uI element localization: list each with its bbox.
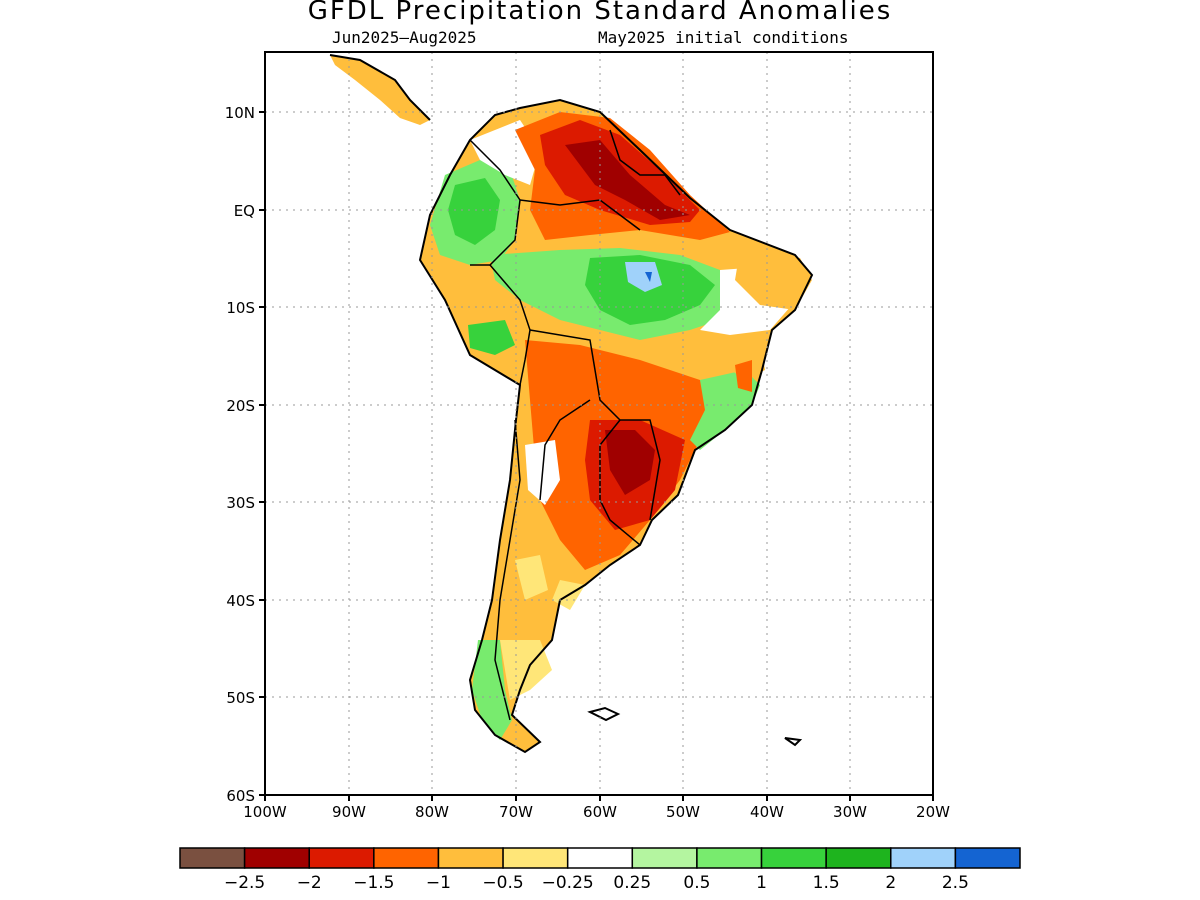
- lon-label: 20W: [916, 803, 950, 821]
- legend-label: −2.5: [224, 873, 265, 893]
- lat-label: 50S: [226, 689, 255, 707]
- lon-label: 30W: [833, 803, 867, 821]
- lat-label: 40S: [226, 592, 255, 610]
- legend-swatch: [954, 847, 1021, 869]
- legend-label: 1: [756, 873, 767, 893]
- lat-label: 20S: [226, 397, 255, 415]
- legend-label: 0.25: [613, 873, 651, 893]
- lat-label: 60S: [226, 787, 255, 805]
- legend-swatch: [308, 847, 375, 869]
- green-region-east-coast: [690, 370, 760, 450]
- legend-label: −2: [297, 873, 322, 893]
- legend-swatch: [760, 847, 827, 869]
- lon-label: 50W: [666, 803, 700, 821]
- legend-swatch: [502, 847, 569, 869]
- legend-label: −1.5: [353, 873, 394, 893]
- map-title: GFDL Precipitation Standard Anomalies: [307, 0, 893, 26]
- lon-label: 70W: [499, 803, 533, 821]
- legend-swatch: [566, 847, 634, 869]
- lon-label: 100W: [243, 803, 287, 821]
- legend-swatch: [825, 847, 892, 869]
- initial-conditions: May2025 initial conditions: [598, 28, 849, 47]
- lat-label: 30S: [226, 494, 255, 512]
- legend-swatch: [373, 847, 440, 869]
- legend-label: 0.5: [683, 873, 710, 893]
- lon-label: 40W: [750, 803, 784, 821]
- green-region-patagonia: [472, 640, 512, 740]
- lon-label: 60W: [583, 803, 617, 821]
- forecast-period: Jun2025–Aug2025: [332, 28, 477, 47]
- legend-swatch: [696, 847, 763, 869]
- lat-label: EQ: [234, 202, 255, 220]
- legend-label: −0.25: [542, 873, 594, 893]
- legend-label: −1: [426, 873, 451, 893]
- legend-swatch: [631, 847, 698, 869]
- legend-swatch: [437, 847, 504, 869]
- lon-label: 80W: [415, 803, 449, 821]
- legend-swatch: [890, 847, 957, 869]
- legend-label: 2: [885, 873, 896, 893]
- legend-label: 1.5: [813, 873, 840, 893]
- legend-label: 2.5: [942, 873, 969, 893]
- lat-label: 10S: [226, 299, 255, 317]
- legend-swatch: [179, 847, 246, 869]
- lat-label: 10N: [225, 104, 255, 122]
- legend-label: −0.5: [482, 873, 523, 893]
- lon-label: 90W: [332, 803, 366, 821]
- legend-swatch: [243, 847, 310, 869]
